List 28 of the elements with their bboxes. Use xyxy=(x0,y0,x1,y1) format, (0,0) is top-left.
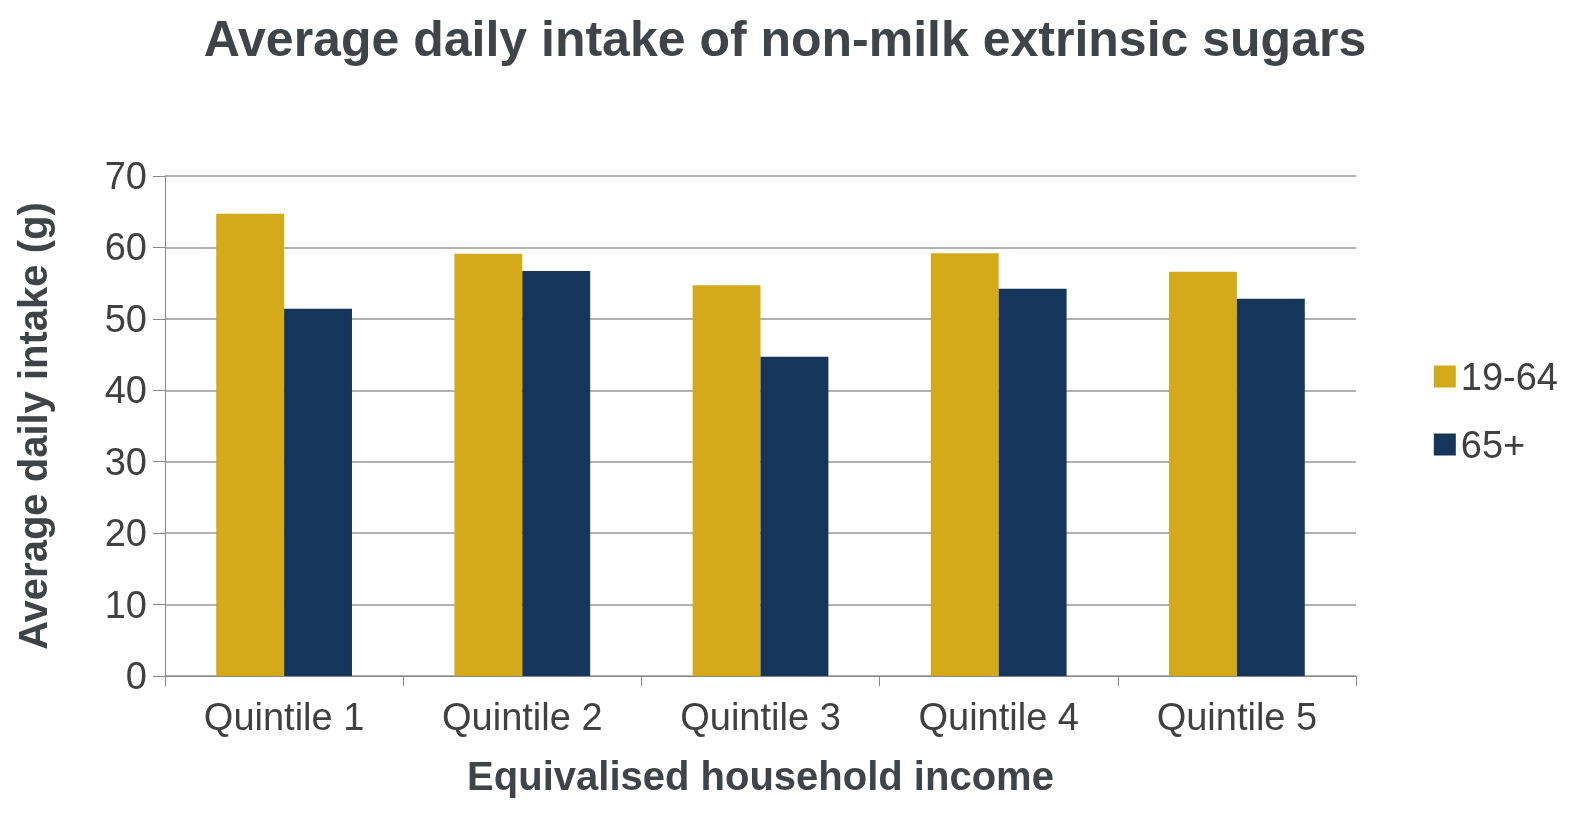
bar xyxy=(1236,298,1305,676)
y-tick-label: 20 xyxy=(104,512,147,555)
x-axis-title: Equivalised household income xyxy=(467,754,1054,798)
bar xyxy=(216,213,285,676)
bar xyxy=(930,253,999,676)
y-tick-label: 0 xyxy=(125,655,147,697)
x-tick-label: Quintile 3 xyxy=(680,696,841,738)
y-tick-label: 70 xyxy=(104,155,147,197)
legend-label: 19-64 xyxy=(1460,355,1559,398)
y-tick-label: 10 xyxy=(104,583,147,626)
x-tick-label: Quintile 1 xyxy=(203,696,365,738)
bar xyxy=(284,308,352,676)
bar xyxy=(998,288,1067,676)
bar xyxy=(1169,271,1237,676)
bar xyxy=(522,271,591,676)
x-tick-label: Quintile 2 xyxy=(442,696,603,738)
chart-title: Average daily intake of non-milk extrinsic sugars xyxy=(203,11,1367,67)
x-tick-label: Quintile 4 xyxy=(918,696,1079,738)
y-axis-title: Average daily intake (g) xyxy=(11,202,55,650)
bar xyxy=(454,253,523,676)
y-tick-label: 30 xyxy=(104,440,147,483)
y-tick-label: 60 xyxy=(104,226,147,269)
bar xyxy=(760,356,829,676)
bar xyxy=(692,285,761,676)
legend-label: 65+ xyxy=(1460,423,1526,466)
y-tick-label: 50 xyxy=(104,297,147,340)
x-tick-label: Quintile 5 xyxy=(1156,696,1318,738)
y-tick-label: 40 xyxy=(104,369,147,412)
